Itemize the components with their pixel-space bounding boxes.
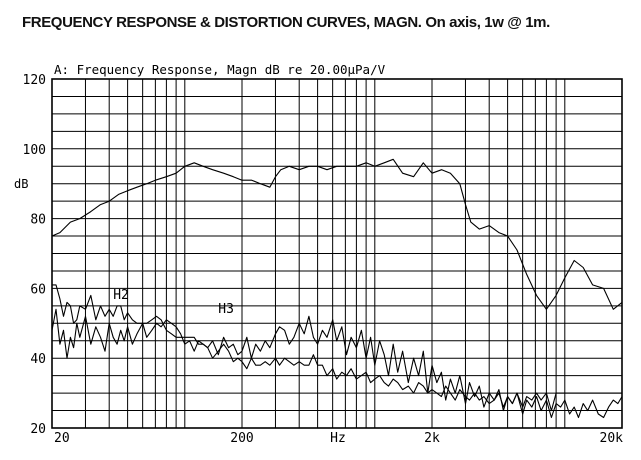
series-line-1: [51, 158, 623, 310]
y-axis-label: dB: [14, 177, 28, 191]
x-tick-label: 20k: [600, 431, 624, 446]
y-tick-label: 60: [30, 282, 46, 297]
x-tick-label: 200: [230, 431, 253, 446]
annotations: H2 H3: [113, 288, 234, 317]
x-tick-label: 20: [54, 431, 70, 446]
annotation-h2: H2: [113, 288, 129, 303]
x-axis-label: Hz: [330, 431, 346, 446]
series-layer: [51, 158, 623, 419]
grid: [51, 78, 623, 429]
page-title: FREQUENCY RESPONSE & DISTORTION CURVES, …: [22, 14, 550, 31]
y-tick-label: 80: [30, 213, 46, 228]
x-tick-label: 2k: [424, 431, 440, 446]
series-line-3: [51, 308, 623, 419]
series-line-2: [52, 284, 622, 412]
plot-frame: [51, 78, 623, 429]
tick-labels: 20 40 60 80 100 120 20 200 2k 20k Hz: [23, 73, 624, 446]
chart-title: A: Frequency Response, Magn dB re 20.00µ…: [54, 62, 386, 77]
y-tick-label: 100: [23, 143, 46, 158]
y-tick-label: 40: [30, 352, 46, 367]
y-tick-label: 20: [30, 422, 46, 437]
annotation-h3: H3: [218, 302, 234, 317]
y-tick-label: 120: [23, 73, 46, 88]
